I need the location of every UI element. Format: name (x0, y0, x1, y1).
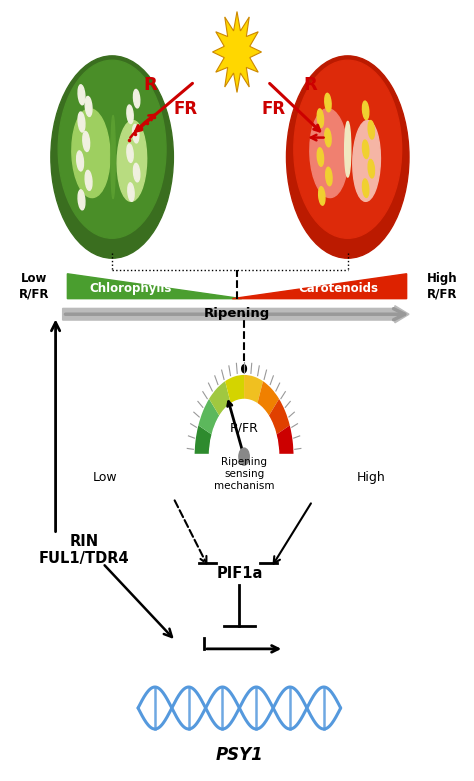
Ellipse shape (368, 159, 374, 178)
Ellipse shape (363, 101, 369, 119)
Ellipse shape (317, 148, 324, 166)
Ellipse shape (77, 151, 83, 171)
Wedge shape (257, 381, 279, 416)
Circle shape (51, 56, 173, 259)
Wedge shape (209, 381, 231, 416)
Text: High: High (357, 471, 386, 484)
Ellipse shape (310, 109, 348, 198)
Text: R: R (143, 76, 157, 94)
Text: FR: FR (262, 100, 286, 118)
Wedge shape (195, 426, 212, 457)
Circle shape (239, 448, 249, 465)
Circle shape (294, 60, 401, 238)
Wedge shape (269, 399, 290, 435)
Circle shape (286, 56, 409, 259)
Ellipse shape (345, 121, 351, 177)
Ellipse shape (134, 163, 140, 182)
Wedge shape (244, 375, 263, 404)
Text: FR: FR (173, 100, 197, 118)
Text: Low
R/FR: Low R/FR (19, 273, 50, 300)
Ellipse shape (363, 179, 369, 198)
Ellipse shape (111, 116, 115, 198)
Ellipse shape (85, 170, 92, 191)
Text: Chlorophylls: Chlorophylls (90, 282, 172, 294)
Wedge shape (210, 399, 279, 457)
Ellipse shape (368, 120, 374, 139)
Wedge shape (198, 399, 219, 435)
Text: R/FR: R/FR (229, 422, 258, 434)
Ellipse shape (133, 124, 139, 143)
Ellipse shape (85, 96, 92, 116)
Ellipse shape (127, 144, 133, 162)
Text: PSY1: PSY1 (216, 746, 263, 764)
Ellipse shape (78, 112, 85, 132)
Ellipse shape (128, 183, 134, 201)
Circle shape (242, 365, 246, 373)
Polygon shape (192, 455, 296, 461)
Ellipse shape (326, 167, 332, 186)
Wedge shape (225, 375, 244, 404)
Circle shape (58, 60, 166, 238)
Text: Low: Low (93, 471, 118, 484)
Ellipse shape (72, 109, 110, 198)
Ellipse shape (325, 128, 331, 147)
Text: Carotenoids: Carotenoids (298, 282, 378, 294)
Ellipse shape (325, 93, 331, 112)
Text: RIN
FUL1/TDR4: RIN FUL1/TDR4 (38, 534, 129, 566)
Ellipse shape (78, 85, 85, 105)
Polygon shape (212, 12, 262, 92)
Text: Ripening: Ripening (204, 307, 270, 320)
Ellipse shape (78, 190, 85, 210)
Text: High
R/FR: High R/FR (427, 273, 457, 300)
Ellipse shape (134, 90, 140, 108)
Ellipse shape (127, 105, 133, 123)
Ellipse shape (83, 131, 90, 152)
Polygon shape (232, 274, 407, 298)
Text: R: R (303, 76, 317, 94)
Ellipse shape (117, 120, 146, 201)
Polygon shape (67, 274, 242, 298)
FancyArrow shape (63, 305, 409, 323)
Ellipse shape (317, 109, 324, 127)
Text: PIF1a: PIF1a (216, 566, 263, 581)
Wedge shape (276, 426, 293, 457)
Ellipse shape (363, 140, 369, 159)
Ellipse shape (319, 187, 325, 205)
Text: Ripening
sensing
mechanism: Ripening sensing mechanism (214, 457, 274, 491)
Ellipse shape (353, 120, 381, 201)
